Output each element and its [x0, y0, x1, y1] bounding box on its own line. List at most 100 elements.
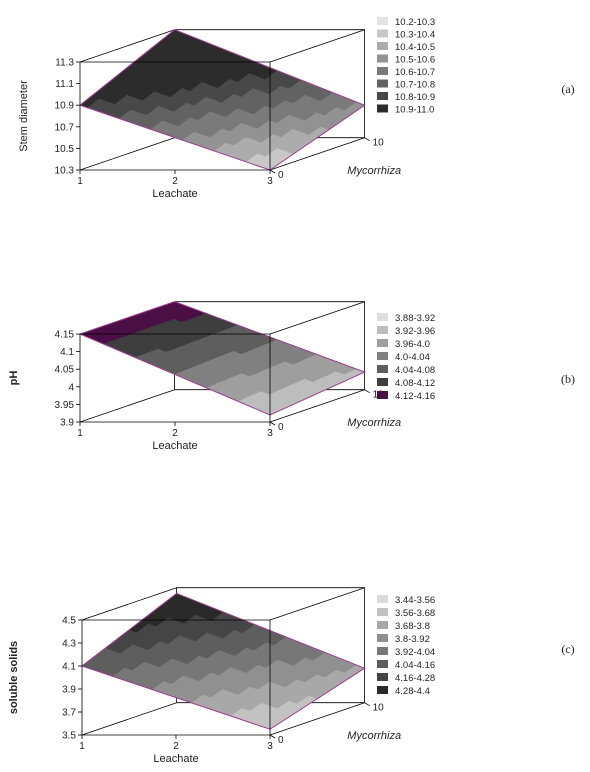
legend-swatch: [377, 608, 388, 616]
legend-label: 10.9-11.0: [395, 105, 434, 116]
z-tick-label: 10.9: [55, 101, 75, 112]
z-tick-label: 10.5: [55, 144, 75, 155]
box-floor-edge: [79, 389, 175, 423]
y-tick-mark: [269, 734, 276, 739]
legend-swatch: [377, 79, 388, 88]
legend-swatch: [377, 621, 388, 629]
z-tick-label: 3.95: [55, 400, 75, 411]
legend-swatch: [377, 42, 388, 50]
y-axis-title: Mycorrhiza: [347, 417, 401, 429]
legend-label: 10.8-10.9: [395, 92, 435, 103]
surface: [79, 29, 366, 171]
y-tick-label: 0: [278, 170, 284, 181]
legend-swatch: [377, 67, 388, 75]
panel-c: 3.5 3.7 3.9 4.1 4.3 4.5 1 2 30 10 Leachate Mycorrhi…: [8, 587, 575, 765]
legend: 3.88-3.92 3.92-3.96 3.96-4.0 4.0-4.04 4.04-4…: [377, 313, 435, 402]
legend-swatch: [377, 673, 388, 681]
z-tick-label: 10.7: [55, 122, 75, 133]
y-tick-label: 0: [278, 735, 284, 746]
legend-swatch: [377, 595, 388, 603]
legend-label: 10.4-10.5: [395, 42, 435, 53]
z-tick-label: 11.3: [55, 58, 74, 69]
y-tick-mark: [364, 389, 370, 394]
surface-outline: [78, 29, 366, 171]
legend-swatch: [377, 391, 388, 399]
legend-label: 4.08-4.12: [395, 378, 435, 389]
y-tick-label: 10: [373, 138, 385, 149]
box-top-edge: [269, 301, 365, 335]
z-tick-label: 10.3: [55, 166, 75, 177]
z-tick-label: 11.1: [55, 79, 74, 90]
z-tick-label: 4.05: [55, 365, 75, 376]
box-top-edge: [269, 587, 365, 621]
y-axis-title: Mycorrhiza: [347, 165, 401, 177]
box-front-face: [81, 619, 271, 736]
legend-label: 3.88-3.92: [395, 313, 435, 324]
z-tick-label: 4.5: [62, 616, 76, 627]
box-top-edge: [269, 29, 365, 63]
z-tick-label: 3.9: [60, 418, 74, 429]
legend-swatch: [377, 313, 388, 321]
x-tick-label: 3: [267, 741, 273, 752]
legend-swatch: [377, 326, 388, 334]
box-front-face: [79, 333, 271, 423]
z-tick-label: 4.15: [55, 330, 75, 341]
legend-label: 4.16-4.28: [395, 673, 435, 684]
surface-outline: [80, 592, 366, 730]
legend-swatch: [377, 92, 388, 100]
legend-label: 10.3-10.4: [395, 30, 435, 41]
x-tick-label: 1: [77, 428, 83, 439]
surface-outline: [78, 301, 366, 416]
y-tick-mark: [364, 702, 370, 707]
legend-swatch: [377, 104, 388, 113]
y-axis-title: Mycorrhiza: [347, 730, 401, 742]
x-axis-title: Leachate: [152, 188, 197, 200]
z-tick-label: 4.3: [62, 639, 76, 650]
legend-label: 3.56-3.68: [395, 608, 435, 619]
legend-swatch: [377, 17, 388, 25]
panel-tag: (a): [561, 82, 574, 96]
legend-swatch: [377, 29, 388, 38]
z-axis-title: soluble solids: [8, 641, 20, 714]
z-tick-label: 3.5: [62, 731, 76, 742]
legend: 3.44-3.56 3.56-3.68 3.68-3.8 3.8-3.92 3.92-4…: [377, 595, 435, 697]
z-tick-label: 3.7: [62, 708, 76, 719]
legend-label: 3.96-4.0: [395, 339, 430, 350]
legend-label: 3.92-4.04: [395, 647, 435, 658]
box-top-edge: [81, 587, 177, 621]
legend-label: 3.92-3.96: [395, 326, 435, 337]
z-tick-label: 3.9: [62, 685, 76, 696]
legend-swatch: [377, 634, 388, 642]
panel-tag: (b): [561, 372, 575, 386]
legend-swatch: [377, 54, 388, 63]
x-axis-title: Leachate: [152, 440, 197, 452]
legend-swatch: [377, 378, 388, 386]
x-tick-label: 2: [173, 741, 179, 752]
x-tick-label: 2: [172, 176, 178, 187]
legend-label: 4.04-4.16: [395, 660, 435, 671]
box-floor-edge: [79, 137, 175, 171]
legend-label: 10.2-10.3: [395, 17, 435, 28]
legend-label: 3.68-3.8: [395, 621, 430, 632]
y-tick-mark: [364, 137, 370, 142]
box-floor-edge: [269, 702, 365, 736]
box-floor-edge: [81, 702, 177, 736]
box-floor-edge: [269, 389, 365, 423]
legend-label: 3.44-3.56: [395, 595, 435, 606]
y-tick-mark: [269, 169, 276, 174]
legend-swatch: [377, 352, 388, 360]
z-axis-title: Stem diameter: [18, 80, 30, 152]
x-tick-label: 1: [79, 741, 85, 752]
legend-swatch: [377, 339, 388, 347]
legend-label: 10.7-10.8: [395, 80, 435, 91]
y-tick-label: 10: [373, 703, 385, 714]
x-tick-label: 1: [77, 176, 83, 187]
z-tick-label: 4: [68, 382, 74, 393]
legend-swatch: [377, 647, 388, 655]
x-tick-label: 3: [267, 176, 273, 187]
legend-label: 4.12-4.16: [395, 391, 435, 402]
panel-b: 3.93.9544.054.14.15123010LeachateMycorrh…: [8, 301, 575, 452]
y-tick-label: 0: [278, 422, 284, 433]
legend-swatch: [377, 365, 388, 373]
